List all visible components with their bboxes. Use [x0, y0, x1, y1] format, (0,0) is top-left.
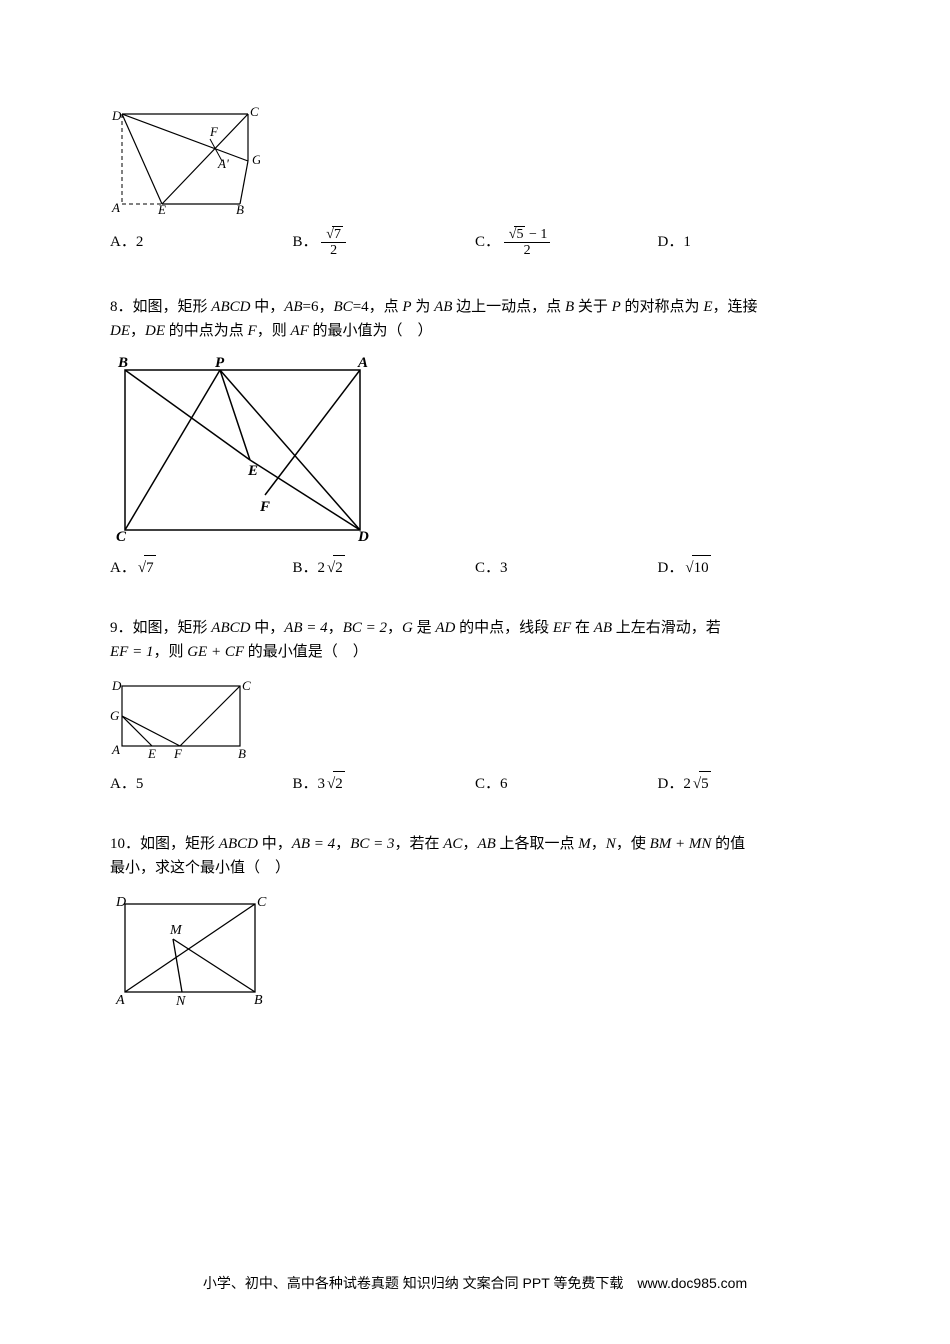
svg-text:M: M [169, 923, 183, 938]
q8-opt-a: A．7 [110, 555, 293, 580]
q9-figure: D C A B G E F [110, 676, 840, 761]
svg-text:E: E [157, 202, 166, 216]
q9-text: 9．如图，矩形 ABCD 中，AB = 4，BC = 2，G 是 AD 的中点，… [110, 610, 840, 664]
svg-text:E: E [147, 746, 156, 761]
svg-text:D: D [115, 895, 126, 910]
question-8: 8．如图，矩形 ABCD 中，AB=6，BC=4，点 P 为 AB 边上一动点，… [110, 289, 840, 580]
q8-options: A．7 B．22 C．3 D．10 [110, 555, 840, 580]
q9-opt-d: D．25 [658, 771, 841, 796]
q8-text: 8．如图，矩形 ABCD 中，AB=6，BC=4，点 P 为 AB 边上一动点，… [110, 289, 840, 343]
page-footer: 小学、初中、高中各种试卷真题 知识归纳 文案合同 PPT 等免费下载 www.d… [0, 1272, 950, 1294]
q10-text: 10．如图，矩形 ABCD 中，AB = 4，BC = 3，若在 AC，AB 上… [110, 826, 840, 880]
svg-text:B: B [238, 746, 246, 761]
q9-opt-a: A．5 [110, 772, 293, 796]
q7-figure: D C A B E G F A' [110, 106, 840, 216]
q9-opt-c: C．6 [475, 772, 658, 796]
question-9: 9．如图，矩形 ABCD 中，AB = 4，BC = 2，G 是 AD 的中点，… [110, 610, 840, 796]
footer-text: 小学、初中、高中各种试卷真题 知识归纳 文案合同 PPT 等免费下载 www.d… [203, 1275, 747, 1291]
q8-figure: B A C D P E F [110, 355, 840, 545]
question-10: 10．如图，矩形 ABCD 中，AB = 4，BC = 3，若在 AC，AB 上… [110, 826, 840, 1007]
q7-opt-d: D．1 [658, 230, 841, 254]
q7-options: A．2 B． 72 C． 5 − 12 D．1 [110, 226, 840, 259]
svg-text:C: C [257, 895, 267, 910]
svg-text:B: B [236, 202, 244, 216]
svg-text:A: A [111, 200, 120, 215]
svg-text:C: C [250, 106, 259, 119]
svg-text:B: B [117, 355, 128, 371]
q9-options: A．5 B．32 C．6 D．25 [110, 771, 840, 796]
svg-text:A': A' [217, 156, 229, 171]
q7-opt-b: B． 72 [293, 226, 476, 259]
svg-text:E: E [247, 463, 258, 479]
svg-text:D: D [111, 678, 122, 693]
q8-opt-c: C．3 [475, 556, 658, 580]
svg-text:G: G [252, 152, 260, 167]
svg-text:C: C [116, 529, 127, 545]
svg-text:A: A [115, 993, 125, 1007]
svg-text:F: F [209, 124, 219, 139]
svg-text:F: F [259, 499, 270, 515]
svg-text:F: F [173, 746, 183, 761]
svg-text:C: C [242, 678, 251, 693]
svg-text:N: N [175, 994, 186, 1007]
q7-opt-c: C． 5 − 12 [475, 226, 658, 259]
svg-text:A: A [357, 355, 368, 371]
svg-text:D: D [357, 529, 369, 545]
svg-text:B: B [254, 993, 263, 1007]
svg-text:G: G [110, 708, 120, 723]
q8-opt-b: B．22 [293, 555, 476, 580]
q9-opt-b: B．32 [293, 771, 476, 796]
q7-opt-a: A．2 [110, 230, 293, 254]
svg-text:D: D [111, 108, 122, 123]
svg-text:P: P [215, 355, 225, 371]
svg-text:A: A [111, 742, 120, 757]
q8-opt-d: D．10 [658, 555, 841, 580]
q10-figure: D C A B M N [110, 892, 840, 1007]
question-7-cont: D C A B E G F A' A．2 B． 72 C． 5 − 12 D．1 [110, 106, 840, 259]
